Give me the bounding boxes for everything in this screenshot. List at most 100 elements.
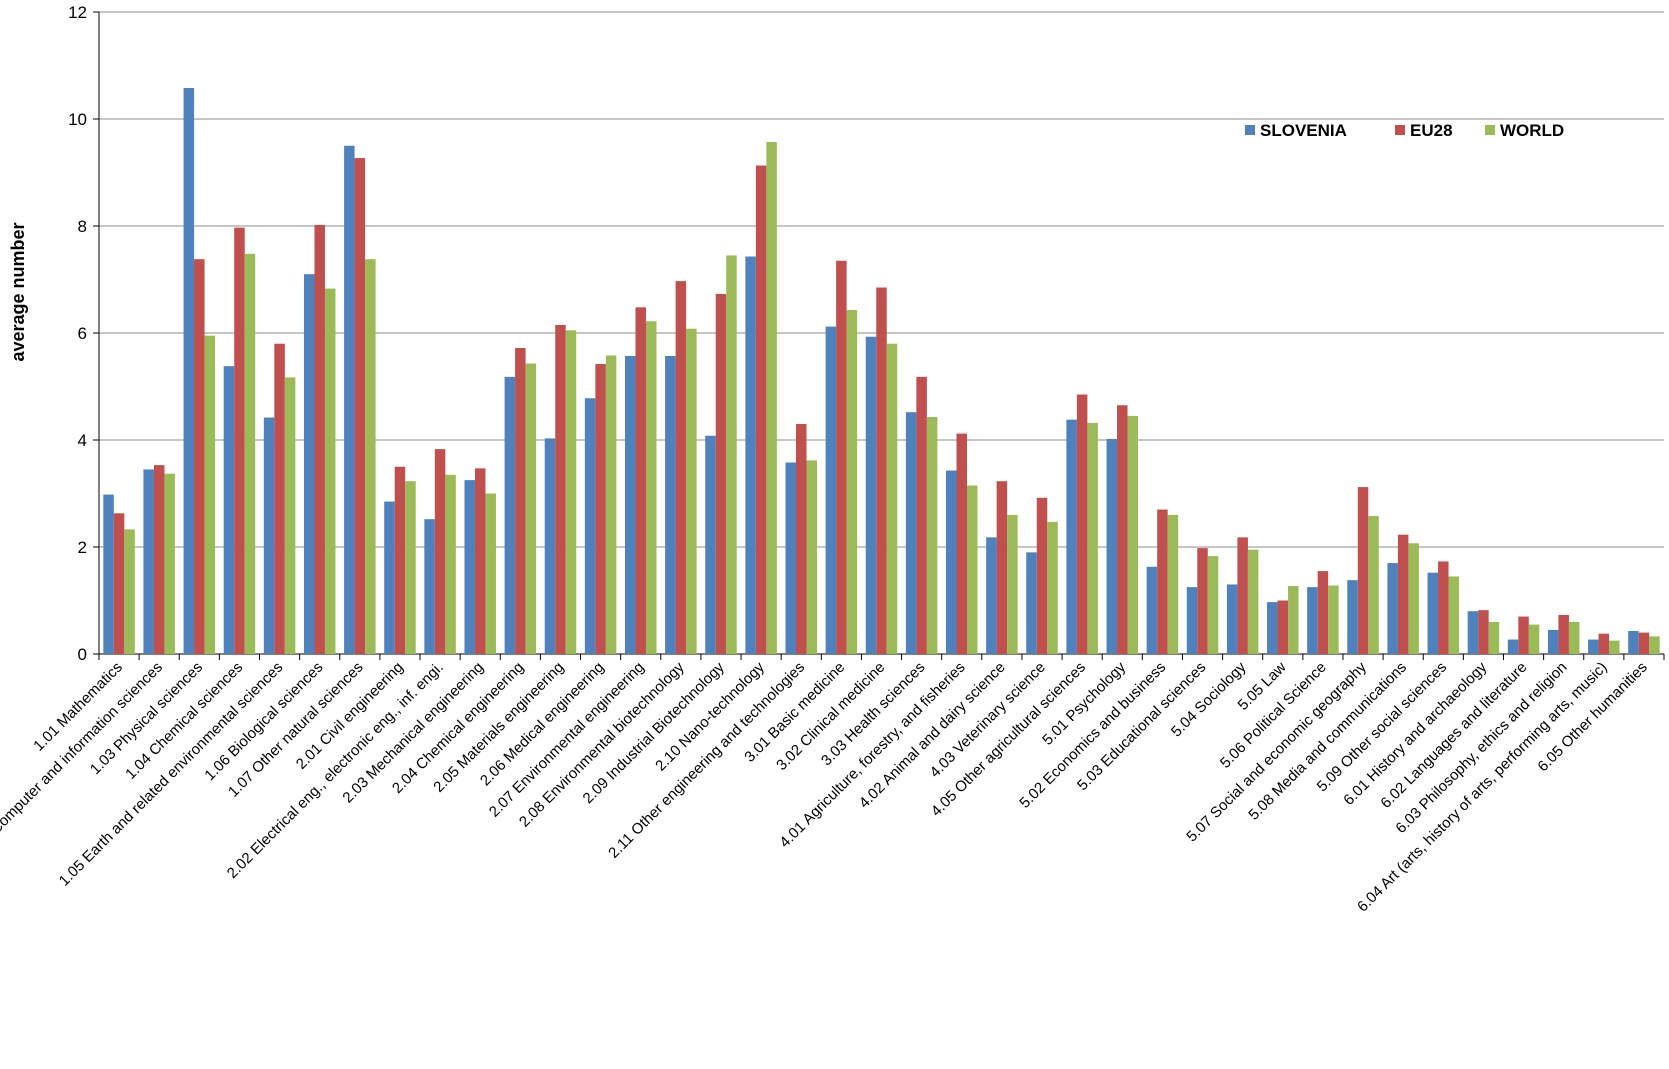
bar-slovenia-34 <box>1427 572 1439 654</box>
bar-slovenia-8 <box>384 501 395 654</box>
bar-slovenia-26 <box>1106 438 1118 654</box>
bar-eu28-16 <box>715 293 727 654</box>
bar-eu28-27 <box>1157 509 1168 654</box>
bar-world-8 <box>405 481 416 654</box>
bar-world-18 <box>806 460 817 654</box>
bar-slovenia-20 <box>865 336 877 654</box>
bar-slovenia-11 <box>504 376 516 654</box>
bar-slovenia-2 <box>143 469 154 654</box>
bar-eu28-22 <box>956 433 968 654</box>
bar-eu28-10 <box>474 468 486 654</box>
bar-eu28-13 <box>595 364 606 654</box>
bar-world-39 <box>1649 636 1660 654</box>
bar-eu28-8 <box>394 466 406 654</box>
bar-slovenia-22 <box>946 470 957 654</box>
bar-slovenia-13 <box>584 398 596 654</box>
bar-eu28-15 <box>675 281 687 654</box>
bar-world-22 <box>967 485 978 654</box>
bar-world-29 <box>1247 549 1259 654</box>
bar-slovenia-12 <box>544 438 556 654</box>
bar-slovenia-27 <box>1146 566 1158 654</box>
bar-world-25 <box>1087 422 1098 654</box>
legend-swatch-slovenia <box>1245 125 1255 135</box>
bar-slovenia-28 <box>1186 587 1198 654</box>
bar-slovenia-17 <box>745 256 756 654</box>
bar-world-32 <box>1368 515 1379 654</box>
bar-world-34 <box>1448 576 1460 654</box>
bar-world-21 <box>926 416 938 654</box>
bar-world-20 <box>886 343 898 654</box>
y-tick-labels: 0 2 4 6 8 10 12 <box>68 3 87 664</box>
bar-eu28-18 <box>795 423 807 654</box>
bar-world-35 <box>1488 621 1500 654</box>
bar-slovenia-1 <box>103 494 114 654</box>
bar-eu28-29 <box>1237 537 1248 654</box>
legend-label-eu28: EU28 <box>1410 121 1453 140</box>
bar-world-24 <box>1047 521 1058 654</box>
y-tick-label: 10 <box>68 110 87 129</box>
bar-eu28-39 <box>1638 632 1650 654</box>
bar-slovenia-10 <box>464 480 475 654</box>
y-axis-title: average number <box>8 222 28 361</box>
bar-eu28-14 <box>635 307 646 654</box>
bar-world-3 <box>204 335 216 654</box>
category-labels: 1.01 Mathematics1.02 Computer and inform… <box>0 658 1651 915</box>
bar-eu28-25 <box>1076 394 1088 654</box>
bar-slovenia-4 <box>223 366 235 654</box>
bar-world-23 <box>1007 514 1018 654</box>
bar-slovenia-24 <box>1026 552 1037 654</box>
bar-eu28-7 <box>354 158 366 654</box>
bar-eu28-30 <box>1277 600 1289 654</box>
bar-slovenia-5 <box>263 417 275 654</box>
bar-eu28-9 <box>434 449 446 654</box>
bar-slovenia-23 <box>986 537 997 654</box>
y-tick-label: 8 <box>78 217 87 236</box>
y-tick-label: 4 <box>78 431 87 450</box>
bar-world-4 <box>244 253 256 654</box>
y-tick-label: 6 <box>78 324 87 343</box>
bar-world-37 <box>1568 621 1580 654</box>
bar-slovenia-18 <box>785 462 796 654</box>
bar-world-1 <box>124 529 135 654</box>
bar-eu28-1 <box>113 513 125 654</box>
bar-world-12 <box>565 330 577 654</box>
bar-eu28-24 <box>1036 497 1048 654</box>
bar-world-28 <box>1207 556 1219 654</box>
bar-eu28-36 <box>1518 616 1529 654</box>
bar-world-31 <box>1328 585 1339 654</box>
bar-slovenia-3 <box>183 87 195 655</box>
bar-eu28-3 <box>194 259 205 654</box>
bar-eu28-12 <box>555 324 566 654</box>
y-tick-label: 2 <box>78 538 87 557</box>
bar-slovenia-39 <box>1628 630 1639 654</box>
bar-slovenia-30 <box>1267 602 1278 654</box>
bar-world-6 <box>324 288 336 654</box>
y-tick-label: 0 <box>78 645 87 664</box>
bar-world-36 <box>1528 624 1540 654</box>
bar-slovenia-19 <box>825 326 837 654</box>
bars <box>103 87 1660 655</box>
bar-eu28-26 <box>1117 405 1128 654</box>
bar-slovenia-36 <box>1507 639 1519 654</box>
bar-eu28-38 <box>1598 633 1610 654</box>
bar-world-10 <box>485 493 496 654</box>
bar-eu28-32 <box>1357 487 1369 654</box>
bar-eu28-11 <box>515 347 526 654</box>
bar-slovenia-38 <box>1588 639 1599 654</box>
bar-world-38 <box>1609 640 1620 654</box>
bar-eu28-21 <box>916 376 927 654</box>
y-tick-label: 12 <box>68 3 87 22</box>
bar-slovenia-14 <box>624 356 636 654</box>
legend-label-world: WORLD <box>1500 121 1564 140</box>
bar-world-19 <box>846 309 858 654</box>
bar-eu28-28 <box>1197 548 1208 654</box>
bar-slovenia-31 <box>1307 587 1318 654</box>
bar-eu28-17 <box>755 165 767 655</box>
bar-slovenia-21 <box>905 412 917 654</box>
bar-slovenia-16 <box>705 435 716 654</box>
bar-slovenia-6 <box>303 274 315 654</box>
bar-slovenia-32 <box>1347 580 1358 654</box>
bar-world-30 <box>1288 586 1299 654</box>
bar-slovenia-29 <box>1226 584 1238 654</box>
